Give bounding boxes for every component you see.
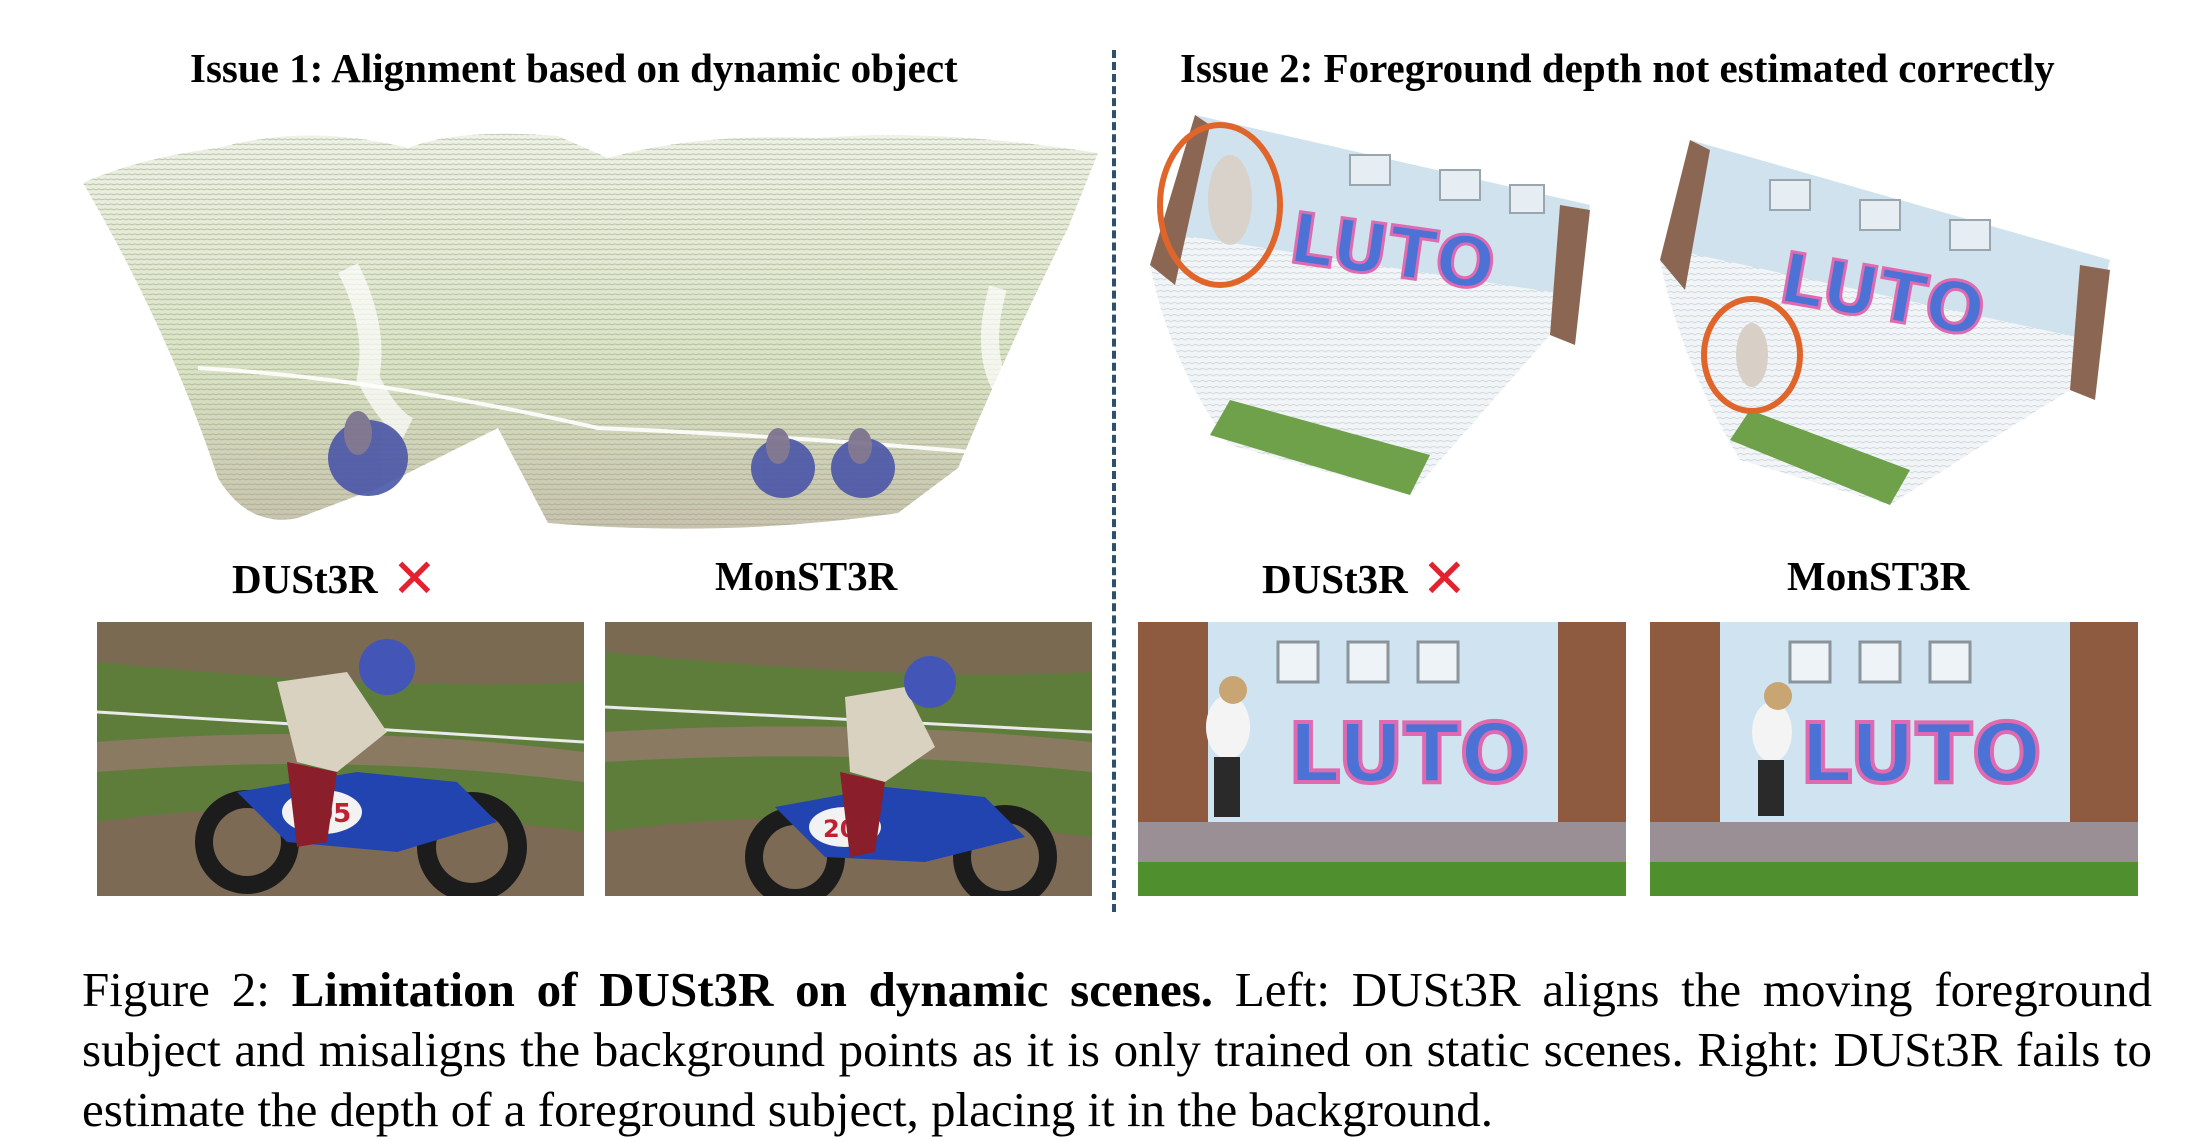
figure-caption: Figure 2: Limitation of DUSt3R on dynami…: [82, 960, 2152, 1139]
graffiti-text-3: LUTO: [1288, 707, 1530, 802]
caption-title: Limitation of DUSt3R on dynamic scenes.: [291, 962, 1214, 1017]
highlight-circle-monst3r: [1701, 296, 1803, 414]
photo-motocross-2: 205: [605, 622, 1092, 896]
label-monst3r-issue1: MonST3R: [715, 553, 898, 599]
caption-body: Left: DUSt3R aligns the moving foregroun…: [82, 962, 2153, 1137]
pointcloud-graffiti-dust3r: LUTO: [1150, 115, 1590, 495]
highlight-circle-dust3r: [1157, 122, 1283, 288]
pointcloud-motocross: [78, 128, 1108, 538]
photo-skater-2: LUTO: [1650, 622, 2138, 896]
failure-x-icon: ✕: [1421, 547, 1468, 610]
failure-x-icon: ✕: [391, 547, 438, 610]
photo-skater-1: LUTO: [1138, 622, 1626, 896]
caption-label: Figure 2:: [82, 962, 270, 1017]
label-dust3r-issue2: DUSt3R ✕: [1262, 547, 1468, 610]
pointcloud-graffiti-monst3r: LUTO: [1660, 140, 2110, 505]
photo-motocross-1: 205: [97, 622, 584, 896]
figure: Issue 1: Alignment based on dynamic obje…: [78, 45, 2138, 912]
issue2-title: Issue 2: Foreground depth not estimated …: [1180, 45, 2055, 91]
label-dust3r-issue1: DUSt3R ✕: [232, 547, 438, 610]
label-monst3r-issue2: MonST3R: [1787, 553, 1970, 599]
issue1-title: Issue 1: Alignment based on dynamic obje…: [190, 45, 958, 91]
panel-divider: [1112, 50, 1116, 912]
graffiti-text-4: LUTO: [1800, 707, 2042, 802]
